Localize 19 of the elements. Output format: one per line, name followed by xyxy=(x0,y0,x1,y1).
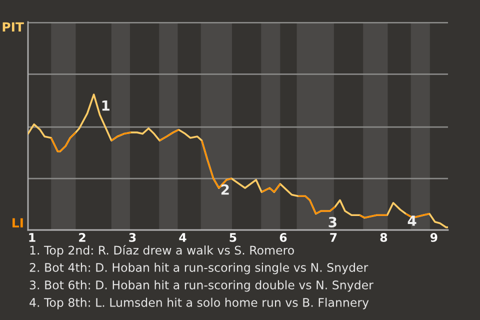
annotation: 1 xyxy=(102,100,110,111)
text: 1. Top 2nd: R. Díaz drew a walk vs S. Romero xyxy=(30,245,294,257)
text: 2. Bot 4th: D. Hoban hit a run-scoring single vs N. Snyder xyxy=(30,262,368,274)
text: 4. Top 8th: L. Lumsden hit a solo home run vs B. Flannery xyxy=(30,298,369,310)
text: LI xyxy=(12,218,23,228)
x-tick-label: 2 xyxy=(79,232,86,242)
x-tick-label: 5 xyxy=(230,233,236,242)
x-tick-label: 1 xyxy=(29,233,36,242)
x-tick-label: 8 xyxy=(380,232,388,242)
x-tick-label: 4 xyxy=(179,233,186,242)
x-tick-label: 3 xyxy=(129,232,136,242)
annotation: 4 xyxy=(408,216,416,226)
x-tick-label: 6 xyxy=(280,232,287,242)
text: 3. Bot 6th: D. Hoban hit a run-scoring double vs N. Snyder xyxy=(30,280,374,292)
text: PIT xyxy=(2,22,24,32)
x-tick-label: 9 xyxy=(430,232,438,242)
annotation: 2 xyxy=(221,184,229,195)
x-tick-label: 7 xyxy=(330,233,337,242)
annotation: 3 xyxy=(328,216,336,228)
